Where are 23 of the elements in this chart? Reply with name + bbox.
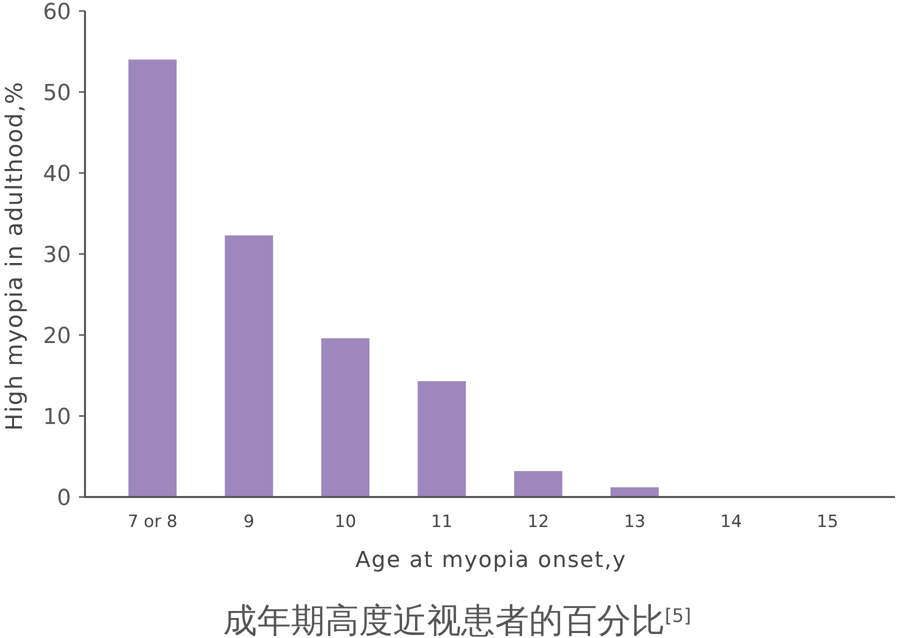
y-tick-label: 30 bbox=[43, 243, 71, 268]
x-tick-label: 13 bbox=[624, 512, 646, 532]
y-tick-label: 50 bbox=[43, 81, 71, 106]
bar bbox=[224, 235, 274, 497]
y-tick-label: 40 bbox=[43, 162, 71, 187]
x-tick-label: 7 or 8 bbox=[128, 512, 178, 532]
x-tick-label: 15 bbox=[816, 512, 838, 532]
x-tick-label: 9 bbox=[244, 512, 254, 532]
bar bbox=[321, 338, 370, 497]
x-axis-title: Age at myopia onset,y bbox=[355, 548, 627, 573]
bar bbox=[514, 471, 562, 497]
x-tick-label: 11 bbox=[430, 512, 453, 532]
y-axis-title: High myopia in adulthood,% bbox=[2, 81, 28, 431]
x-tick-label: 12 bbox=[527, 512, 550, 532]
bar bbox=[418, 381, 466, 497]
y-tick-label: 10 bbox=[43, 405, 71, 430]
y-tick-label: 0 bbox=[57, 486, 71, 511]
text: 成年期高度近视患者的百分比$^{[5]}$ bbox=[222, 601, 692, 638]
y-tick-label: 20 bbox=[43, 324, 71, 349]
x-tick-label: 10 bbox=[334, 512, 356, 532]
y-tick-label: 60 bbox=[43, 0, 71, 25]
bar bbox=[128, 60, 177, 497]
x-tick-label: 14 bbox=[720, 512, 742, 532]
